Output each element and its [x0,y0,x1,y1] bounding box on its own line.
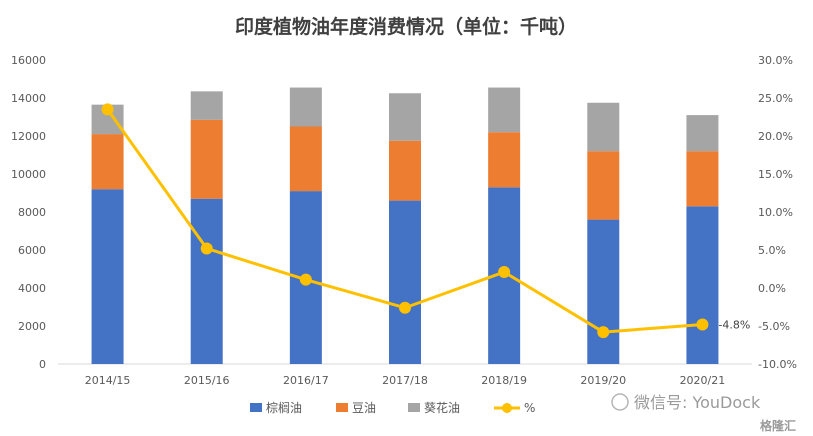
bar-segment [587,219,620,364]
bar-segment [686,206,719,364]
legend-swatch [408,403,420,412]
x-tick-label: 2018/19 [481,374,527,387]
wechat-icon [611,393,629,411]
y-left-tick-label: 6000 [18,244,46,257]
bar-segment [587,151,620,220]
chart-title: 印度植物油年度消费情况（单位：千吨） [235,15,577,38]
bar-segment [190,198,223,364]
legend-label: % [524,401,535,415]
y-right-tick-label: -10.0% [758,358,797,371]
y-right-tick-label: 10.0% [758,206,793,219]
legend-label: 葵花油 [424,400,460,415]
y-left-tick-label: 12000 [11,130,46,143]
legend-marker [502,403,512,413]
bar-segment [91,189,124,364]
legend-swatch [250,403,262,412]
legend-label: 棕榈油 [266,400,302,415]
bar-segment [389,140,421,201]
bar-segment [190,119,223,199]
bar-segment [587,102,620,152]
y-right-tick-label: -5.0% [758,320,790,333]
watermark: 微信号: YouDock 格隆汇 [611,393,796,433]
y-right-tick-label: 20.0% [758,130,793,143]
legend-label: 豆油 [352,401,376,415]
x-tick-label: 2016/17 [283,374,329,387]
bar-segment [686,115,719,152]
y-right-tick-label: 25.0% [758,92,793,105]
line-point [399,301,411,314]
bar-segment [389,93,421,141]
line-point [597,326,610,339]
line-point [101,103,114,116]
bars-group [91,87,719,364]
bar-segment [389,200,421,364]
watermark-text: 微信号: YouDock [634,393,761,412]
line-group [101,103,709,339]
line-point [299,273,312,286]
y-left-tick-label: 10000 [11,168,46,181]
x-tick-label: 2020/21 [680,374,726,387]
y-left-tick-label: 16000 [11,54,46,67]
y-left-tick-label: 8000 [18,206,46,219]
x-tick-label: 2017/18 [382,374,428,387]
bar-segment [686,151,719,207]
x-tick-label: 2019/20 [580,374,626,387]
bar-segment [289,87,322,127]
legend: 棕榈油 豆油 葵花油% [250,400,535,415]
legend-swatch [336,403,348,412]
bar-segment [488,87,521,133]
y-right-tick-label: 30.0% [758,54,793,67]
axes: 0 2000 4000 6000 8000 10000 12000 14000 16000 -10… [11,54,797,387]
line-point [200,242,213,255]
bar-segment [289,126,322,192]
y-right-tick-label: 5.0% [758,244,786,257]
y-left-tick-label: 2000 [18,320,46,333]
y-right-tick-label: 15.0% [758,168,793,181]
data-label: -4.8% [718,318,750,331]
y-left-tick-label: 14000 [11,92,46,105]
y-right-tick-label: 0.0% [758,282,786,295]
x-tick-label: 2015/16 [184,374,230,387]
line-point [498,266,511,279]
x-tick-label: 2014/15 [85,374,131,387]
y-left-tick-label: 0 [39,358,46,371]
bar-segment [488,132,521,188]
line-point [696,318,709,331]
bar-segment [190,91,223,120]
y-left-tick-label: 4000 [18,282,46,295]
watermark-brand: 格隆汇 [760,418,796,433]
annotations-group: -4.8% [718,318,750,331]
bar-segment [91,134,124,190]
